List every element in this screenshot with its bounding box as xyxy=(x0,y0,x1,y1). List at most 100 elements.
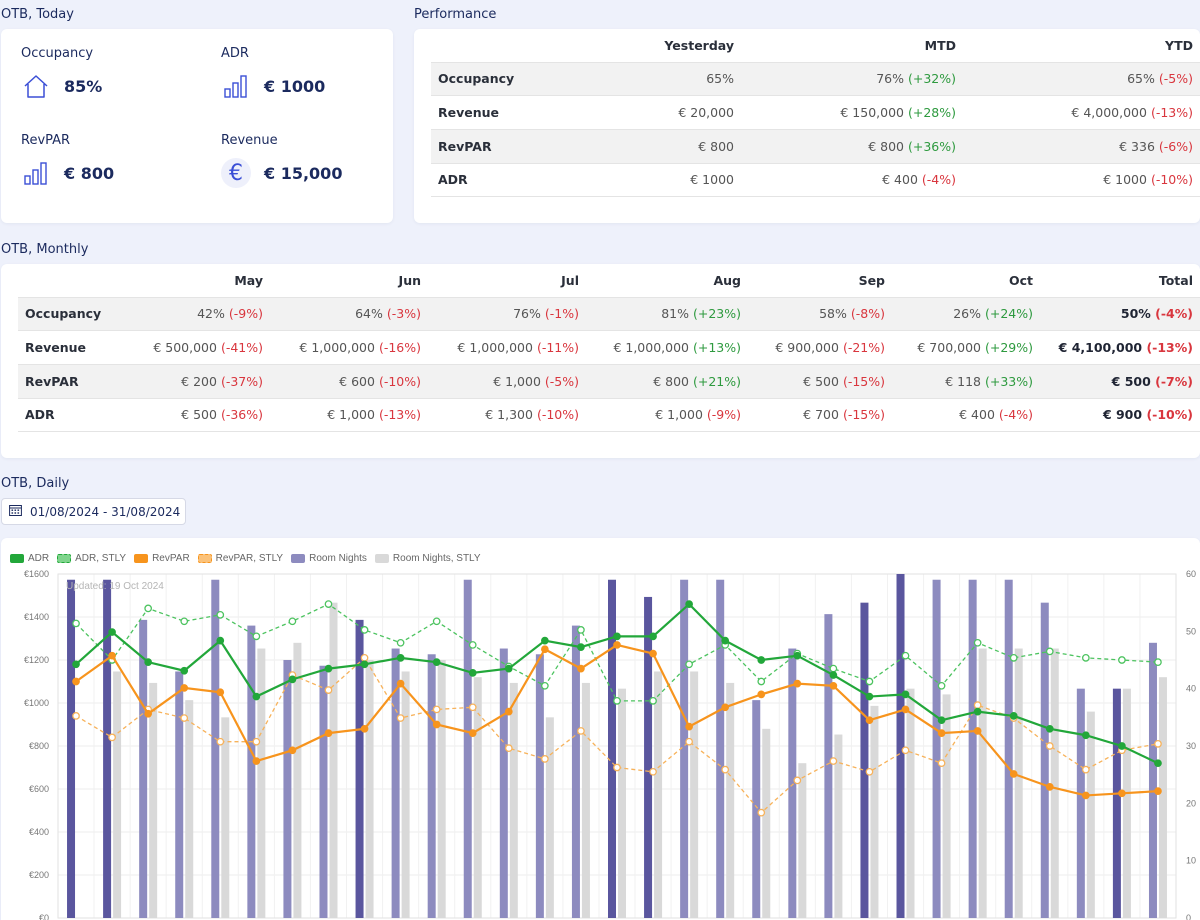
table-cell: € 500 (-15%) xyxy=(748,364,892,399)
cell-change: (+29%) xyxy=(984,340,1033,356)
cell-value: € 800 xyxy=(868,138,904,154)
kpi-occupancy: Occupancy 85% xyxy=(21,46,102,101)
table-cell: € 1,300 (-10%) xyxy=(428,398,586,433)
row-label: Revenue xyxy=(431,95,541,130)
cell-value: € 700,000 xyxy=(917,340,981,356)
legend-label: Room Nights, STLY xyxy=(392,553,481,564)
row-label: Revenue xyxy=(18,330,128,365)
column-header: Jul xyxy=(561,272,579,288)
table-cell: 58% (-8%) xyxy=(748,296,892,332)
legend-item-room-nights-stly[interactable]: Room Nights, STLY xyxy=(374,553,481,564)
kpi-value: € 1000 xyxy=(264,76,326,96)
row-label: RevPAR xyxy=(18,364,128,399)
cell-value: 26% xyxy=(953,306,981,322)
cell-change: (-4%) xyxy=(1155,306,1193,322)
legend-swatch xyxy=(57,554,72,563)
table-row: Occupancy 42% (-9%) 64% (-3%) 76% (-1%) 81% … xyxy=(18,296,1200,332)
cell-value: 50% xyxy=(1120,306,1151,322)
cell-value: € 1,000 xyxy=(655,407,703,423)
cell-change: (+36%) xyxy=(907,138,956,154)
cell-value: 76% xyxy=(513,306,541,322)
cell-change: (-9%) xyxy=(706,407,741,423)
cell-change: (-9%) xyxy=(228,306,263,322)
table-cell: € 1,000 (-5%) xyxy=(428,364,586,399)
cell-change: (-8%) xyxy=(850,306,885,322)
cell-value: € 1,000,000 xyxy=(613,340,689,356)
table-cell: € 400 (-4%) xyxy=(741,163,963,198)
column-header: May xyxy=(234,272,263,288)
monthly-card: May Jun Jul Aug Sep Oct Total Occupancy 4… xyxy=(1,264,1200,458)
column-header: MTD xyxy=(924,37,956,53)
cell-change: (-21%) xyxy=(842,340,885,356)
table-row: RevPAR € 200 (-37%) € 600 (-10%) € 1,000 (-… xyxy=(18,364,1200,399)
cell-value: € 1000 xyxy=(690,172,734,188)
cell-change: (-37%) xyxy=(220,373,263,389)
date-range-picker[interactable]: 01/08/2024 - 31/08/2024 xyxy=(1,498,186,525)
table-cell: € 800 (+36%) xyxy=(741,129,963,164)
column-header: Jun xyxy=(398,272,421,288)
cell-change: (-6%) xyxy=(1158,138,1193,154)
cell-change: (-10%) xyxy=(1150,172,1193,188)
row-label: Occupancy xyxy=(431,61,541,97)
table-cell: € 1000 xyxy=(541,163,741,198)
table-corner xyxy=(18,264,128,297)
cell-change: (-4%) xyxy=(998,407,1033,423)
kpi-value: € 800 xyxy=(64,163,115,183)
table-cell: € 1,000,000 (-11%) xyxy=(428,330,586,365)
legend-item-adr-stly[interactable]: ADR, STLY xyxy=(57,553,126,564)
table-row: ADR € 500 (-36%) € 1,000 (-13%) € 1,300 (-1… xyxy=(18,398,1200,433)
legend-label: RevPAR, STLY xyxy=(215,553,284,564)
table-cell: € 150,000 (+28%) xyxy=(741,95,963,130)
cell-value: € 400 xyxy=(882,172,918,188)
cell-change: (-15%) xyxy=(842,407,885,423)
legend-swatch xyxy=(374,554,389,563)
calendar-icon xyxy=(9,504,30,519)
table-cell: € 400 (-4%) xyxy=(892,398,1040,433)
table-cell: € 4,100,000 (-13%) xyxy=(1040,330,1200,365)
daily-section-title: OTB, Daily xyxy=(1,476,70,491)
legend-label: Room Nights xyxy=(309,553,367,564)
cell-value: € 20,000 xyxy=(678,105,734,121)
cell-value: € 1000 xyxy=(1103,172,1147,188)
table-row: Revenue € 20,000 € 150,000 (+28%) € 4,000,0… xyxy=(431,95,1200,130)
legend-item-revpar-stly[interactable]: RevPAR, STLY xyxy=(197,553,284,564)
cell-value: € 118 xyxy=(945,373,981,389)
legend-item-room-nights[interactable]: Room Nights xyxy=(291,553,367,564)
table-cell: 65% (-5%) xyxy=(963,61,1200,97)
table-row: Occupancy 65% 76% (+32%) 65% (-5%) xyxy=(431,61,1200,97)
chart-legend: ADR ADR, STLY RevPAR RevPAR, STLY Room N… xyxy=(10,553,481,564)
date-range-value: 01/08/2024 - 31/08/2024 xyxy=(30,504,181,519)
legend-swatch xyxy=(134,554,149,563)
cell-value: € 1,000 xyxy=(493,373,541,389)
cell-change: (-36%) xyxy=(220,407,263,423)
monthly-table: May Jun Jul Aug Sep Oct Total Occupancy 4… xyxy=(18,264,1200,433)
table-cell: 65% xyxy=(541,61,741,97)
bar-chart-icon xyxy=(221,71,251,101)
cell-value: € 1,000 xyxy=(327,407,375,423)
cell-value: € 4,100,000 xyxy=(1058,340,1143,356)
row-label: RevPAR xyxy=(431,129,541,164)
cell-change: (-7%) xyxy=(1155,373,1193,389)
cell-change: (-13%) xyxy=(1150,105,1193,121)
kpi-revpar: RevPAR € 800 xyxy=(21,133,114,188)
euro-icon: € xyxy=(221,158,251,188)
cell-value: 76% xyxy=(876,71,904,87)
table-cell: € 200 (-37%) xyxy=(128,364,270,399)
kpi-adr: ADR € 1000 xyxy=(221,46,325,101)
column-header: Total xyxy=(1158,272,1193,288)
legend-item-revpar[interactable]: RevPAR xyxy=(134,553,190,564)
cell-change: (-3%) xyxy=(386,306,421,322)
cell-value: € 1,000,000 xyxy=(299,340,375,356)
daily-chart-card xyxy=(1,538,1200,920)
cell-change: (-5%) xyxy=(1158,71,1193,87)
cell-value: € 336 xyxy=(1119,138,1155,154)
cell-value: 81% xyxy=(661,306,689,322)
table-cell: € 4,000,000 (-13%) xyxy=(963,95,1200,130)
cell-value: € 500 xyxy=(1111,373,1151,389)
legend-item-adr[interactable]: ADR xyxy=(10,553,49,564)
cell-value: € 600 xyxy=(339,373,375,389)
kpi-value: € 15,000 xyxy=(264,163,343,183)
cell-change: (+21%) xyxy=(692,373,741,389)
column-header: Oct xyxy=(1008,272,1033,288)
monthly-section-title: OTB, Monthly xyxy=(1,242,89,257)
